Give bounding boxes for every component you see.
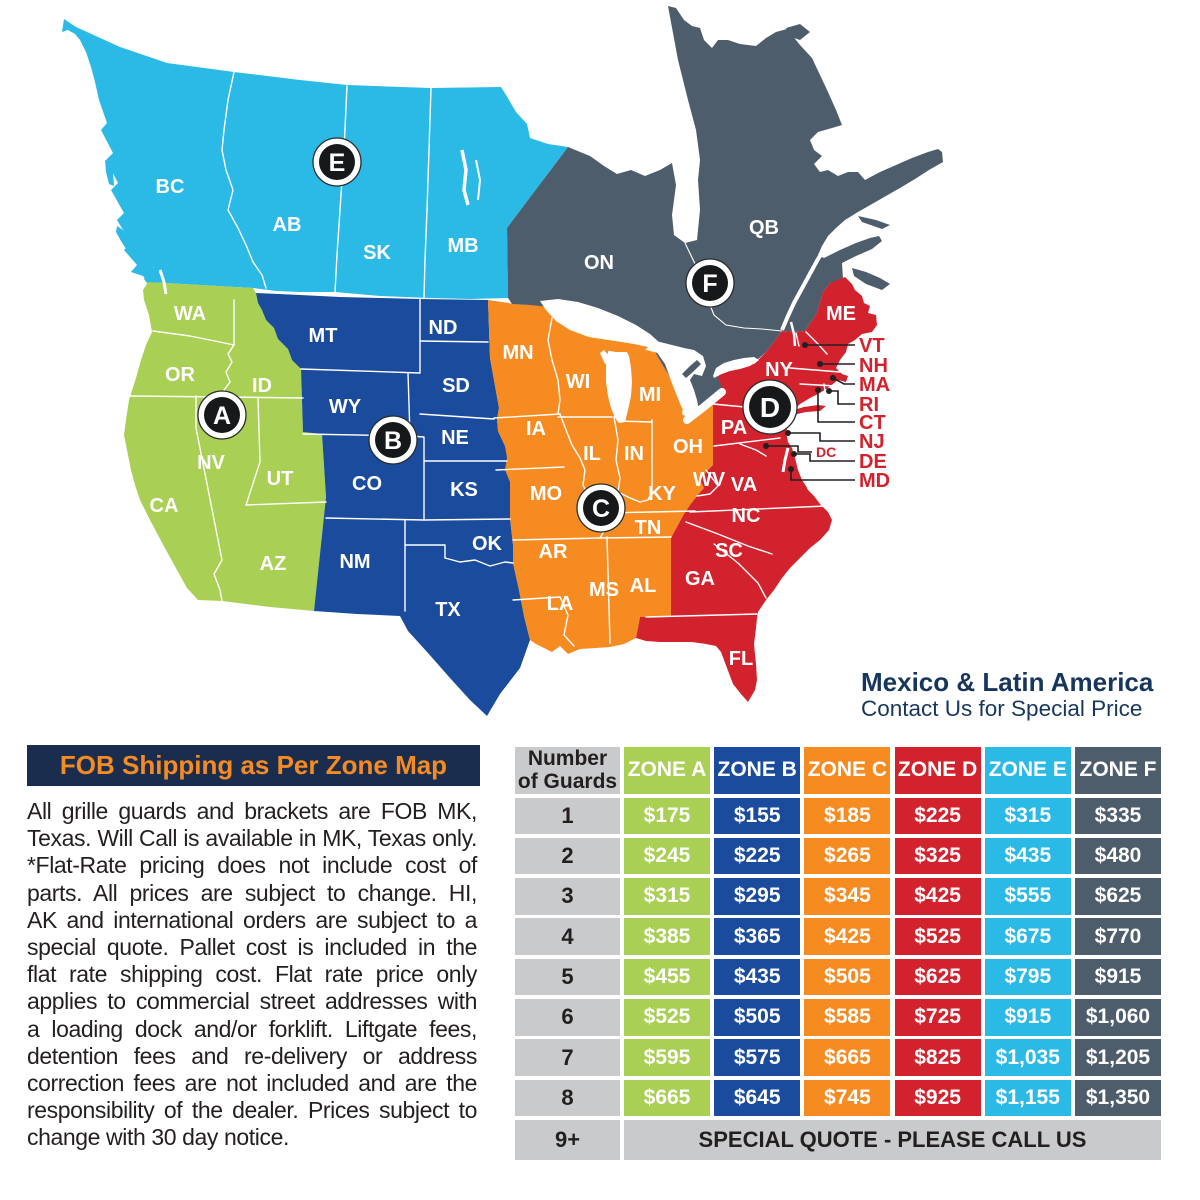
svg-text:MD: MD: [859, 470, 890, 492]
svg-text:OR: OR: [165, 364, 196, 386]
svg-text:IL: IL: [583, 443, 601, 465]
svg-text:GA: GA: [685, 568, 715, 590]
svg-text:D: D: [760, 392, 780, 423]
svg-text:NE: NE: [441, 427, 469, 449]
svg-text:SC: SC: [715, 540, 743, 562]
svg-text:WV: WV: [693, 469, 726, 491]
svg-text:DE: DE: [859, 451, 887, 473]
svg-text:AZ: AZ: [260, 553, 287, 575]
svg-text:E: E: [329, 149, 346, 177]
svg-text:AB: AB: [273, 214, 302, 236]
svg-text:WA: WA: [174, 303, 206, 325]
svg-text:MA: MA: [859, 374, 890, 396]
svg-text:ON: ON: [584, 252, 614, 274]
svg-text:A: A: [213, 402, 231, 430]
svg-text:QB: QB: [749, 217, 779, 239]
svg-text:MT: MT: [309, 325, 338, 347]
svg-text:C: C: [592, 495, 610, 523]
svg-text:IA: IA: [526, 418, 546, 440]
svg-text:ME: ME: [826, 303, 856, 325]
svg-text:WI: WI: [566, 371, 590, 393]
svg-text:DC: DC: [816, 444, 836, 460]
svg-text:SD: SD: [442, 375, 470, 397]
svg-text:WY: WY: [329, 396, 362, 418]
svg-text:VA: VA: [731, 474, 757, 496]
svg-text:RI: RI: [859, 394, 879, 416]
svg-text:CT: CT: [859, 412, 886, 434]
svg-text:KY: KY: [648, 483, 676, 505]
svg-text:MS: MS: [589, 579, 619, 601]
svg-text:ID: ID: [252, 375, 272, 397]
svg-text:OH: OH: [673, 436, 703, 458]
svg-text:NV: NV: [197, 452, 225, 474]
svg-text:VT: VT: [859, 335, 885, 357]
svg-text:B: B: [384, 427, 402, 455]
svg-text:BC: BC: [156, 176, 185, 198]
svg-text:NY: NY: [765, 359, 793, 381]
svg-text:F: F: [702, 270, 717, 298]
svg-text:KS: KS: [450, 479, 478, 501]
svg-text:IN: IN: [624, 443, 644, 465]
svg-text:AR: AR: [539, 541, 568, 563]
svg-text:PA: PA: [721, 417, 747, 439]
svg-text:LA: LA: [547, 593, 574, 615]
svg-text:TX: TX: [435, 599, 461, 621]
svg-text:OK: OK: [472, 533, 503, 555]
svg-text:MO: MO: [530, 483, 562, 505]
svg-text:NH: NH: [859, 355, 888, 377]
svg-text:NJ: NJ: [859, 431, 885, 453]
svg-text:CO: CO: [352, 473, 382, 495]
svg-text:UT: UT: [267, 468, 294, 490]
svg-text:ND: ND: [429, 317, 458, 339]
svg-text:MB: MB: [447, 235, 478, 257]
svg-text:NC: NC: [732, 505, 761, 527]
svg-text:FL: FL: [729, 648, 753, 670]
svg-text:CA: CA: [150, 495, 179, 517]
svg-text:MN: MN: [502, 342, 533, 364]
svg-text:NM: NM: [339, 551, 370, 573]
svg-text:SK: SK: [363, 242, 391, 264]
svg-text:AL: AL: [630, 575, 657, 597]
svg-text:MI: MI: [639, 384, 661, 406]
svg-text:TN: TN: [635, 517, 662, 539]
